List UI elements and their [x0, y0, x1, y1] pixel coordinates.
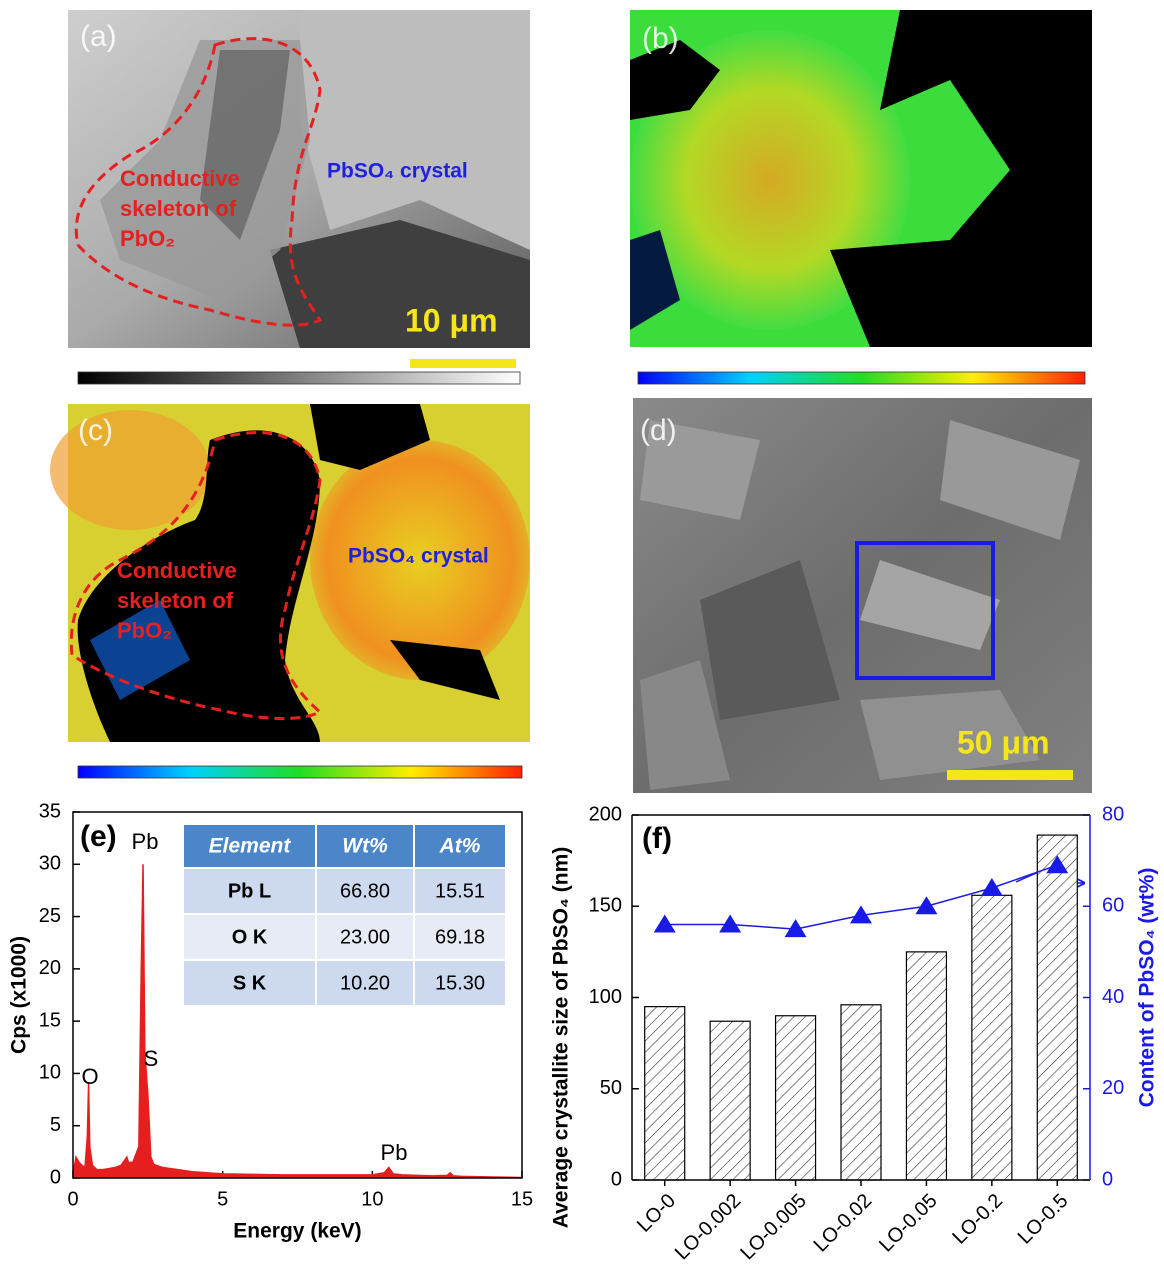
y2-tick-label: 0 — [1102, 1168, 1113, 1190]
annotation: PbO₂ — [120, 226, 175, 251]
table-header-cell — [317, 825, 413, 867]
peak-label: Pb — [381, 1140, 408, 1165]
x-axis-label: Energy (keV) — [233, 1220, 361, 1243]
bar — [1036, 834, 1078, 1181]
table-cell — [317, 869, 413, 913]
y-tick-label: 10 — [39, 1062, 61, 1084]
triangle-marker — [784, 919, 807, 938]
table-cell-text: 15.30 — [435, 972, 485, 994]
y-axis-label: Cps (x1000) — [8, 936, 31, 1054]
table-cell-text: 23.00 — [340, 926, 390, 948]
x-tick-label: 10 — [361, 1188, 383, 1210]
triangle-marker — [915, 896, 938, 915]
x-tick-label: LO-0.5 — [1014, 1190, 1073, 1249]
x-tick-label: LO-0.02 — [810, 1190, 877, 1257]
bar — [709, 1020, 751, 1181]
spectrum-line — [72, 864, 523, 1179]
y-tick-label: 35 — [39, 800, 61, 822]
table-cell-text: Pb L — [228, 880, 271, 902]
table-cell-text: 69.18 — [435, 926, 485, 948]
y-tick-label: 25 — [39, 905, 61, 927]
panel-label: (b) — [642, 22, 679, 55]
triangle-marker — [1046, 855, 1069, 874]
table-cell — [415, 961, 505, 1005]
peak-label: Pb — [132, 829, 159, 854]
table-header-cell — [415, 825, 505, 867]
bar — [644, 1006, 686, 1181]
y-tick-label: 20 — [39, 957, 61, 979]
panel-c-image — [50, 404, 530, 779]
x-tick-label: LO-0.2 — [948, 1190, 1007, 1249]
x-tick-label: 5 — [217, 1188, 228, 1210]
peak-label: S — [144, 1046, 159, 1071]
x-tick-label: 0 — [67, 1188, 78, 1210]
triangle-marker — [850, 905, 872, 924]
x-tick-label: LO-0.005 — [736, 1190, 811, 1265]
annotation: Conductive — [120, 166, 240, 191]
y-axis-label: Average crystallite size of PbSO₄ (nm) — [550, 847, 573, 1229]
table-cell-text: 66.80 — [340, 880, 390, 902]
bar — [840, 1004, 882, 1181]
annotation: skeleton of — [117, 588, 234, 613]
x-tick-label: LO-0.05 — [875, 1190, 942, 1257]
panel-label: (f) — [642, 822, 672, 855]
table-cell-text: S K — [233, 972, 267, 994]
y2-axis-label: Content of PbSO₄ (wt%) — [1136, 868, 1159, 1108]
peak-label: O — [81, 1064, 98, 1089]
panel-label: (d) — [640, 414, 677, 447]
y2-tick-label: 80 — [1102, 803, 1124, 825]
table-cell — [184, 869, 315, 913]
table-header: At% — [439, 835, 481, 858]
y-tick-label: 5 — [50, 1114, 61, 1136]
scale-bar-label: 50 μm — [957, 724, 1050, 760]
table-header: Element — [209, 835, 292, 858]
x-tick-label: LO-0 — [633, 1190, 680, 1237]
table-cell — [415, 869, 505, 913]
triangle-marker — [980, 878, 1003, 896]
table-cell-text: 15.51 — [435, 880, 485, 902]
y-tick-label: 200 — [589, 803, 622, 825]
x-tick-label: LO-0.002 — [671, 1190, 746, 1265]
plot-frame — [72, 811, 523, 1179]
y-tick-label: 30 — [39, 853, 61, 875]
panel-b-image — [630, 10, 1092, 385]
crystal-label: PbSO₄ crystal — [327, 160, 468, 183]
annotation: PbO₂ — [117, 618, 172, 643]
table-cell — [415, 915, 505, 959]
y-tick-label: 15 — [39, 1009, 61, 1031]
table-header-cell — [184, 825, 315, 867]
bar — [971, 894, 1013, 1181]
annotation: skeleton of — [120, 196, 237, 221]
triangle-marker — [653, 914, 676, 933]
table-cell — [317, 915, 413, 959]
y2-tick-label: 20 — [1102, 1077, 1124, 1099]
bar — [905, 951, 948, 1181]
triangle-marker — [719, 914, 742, 933]
y2-tick-label: 40 — [1102, 986, 1124, 1008]
panel-a-image — [68, 10, 530, 385]
table-cell — [317, 961, 413, 1005]
y2-tick-label: 60 — [1102, 895, 1124, 917]
table-cell-text: O K — [232, 926, 268, 948]
panel-label: (e) — [80, 820, 117, 853]
y-tick-label: 0 — [50, 1166, 61, 1188]
table-cell — [184, 915, 315, 959]
panel-label: (c) — [78, 414, 113, 447]
panel-d-image — [633, 398, 1092, 793]
bar — [774, 1015, 817, 1181]
annotation: Conductive — [117, 558, 237, 583]
table-header: Wt% — [342, 835, 388, 858]
y-tick-label: 0 — [611, 1168, 622, 1190]
scale-bar-label: 10 μm — [405, 302, 498, 338]
crystal-label: PbSO₄ crystal — [348, 545, 489, 568]
table-cell — [184, 961, 315, 1005]
x-tick-label: 15 — [511, 1188, 533, 1210]
y-tick-label: 100 — [589, 986, 622, 1008]
table-cell-text: 10.20 — [340, 972, 390, 994]
panel-label: (a) — [80, 20, 117, 53]
y-tick-label: 150 — [589, 895, 622, 917]
y-tick-label: 50 — [600, 1077, 622, 1099]
